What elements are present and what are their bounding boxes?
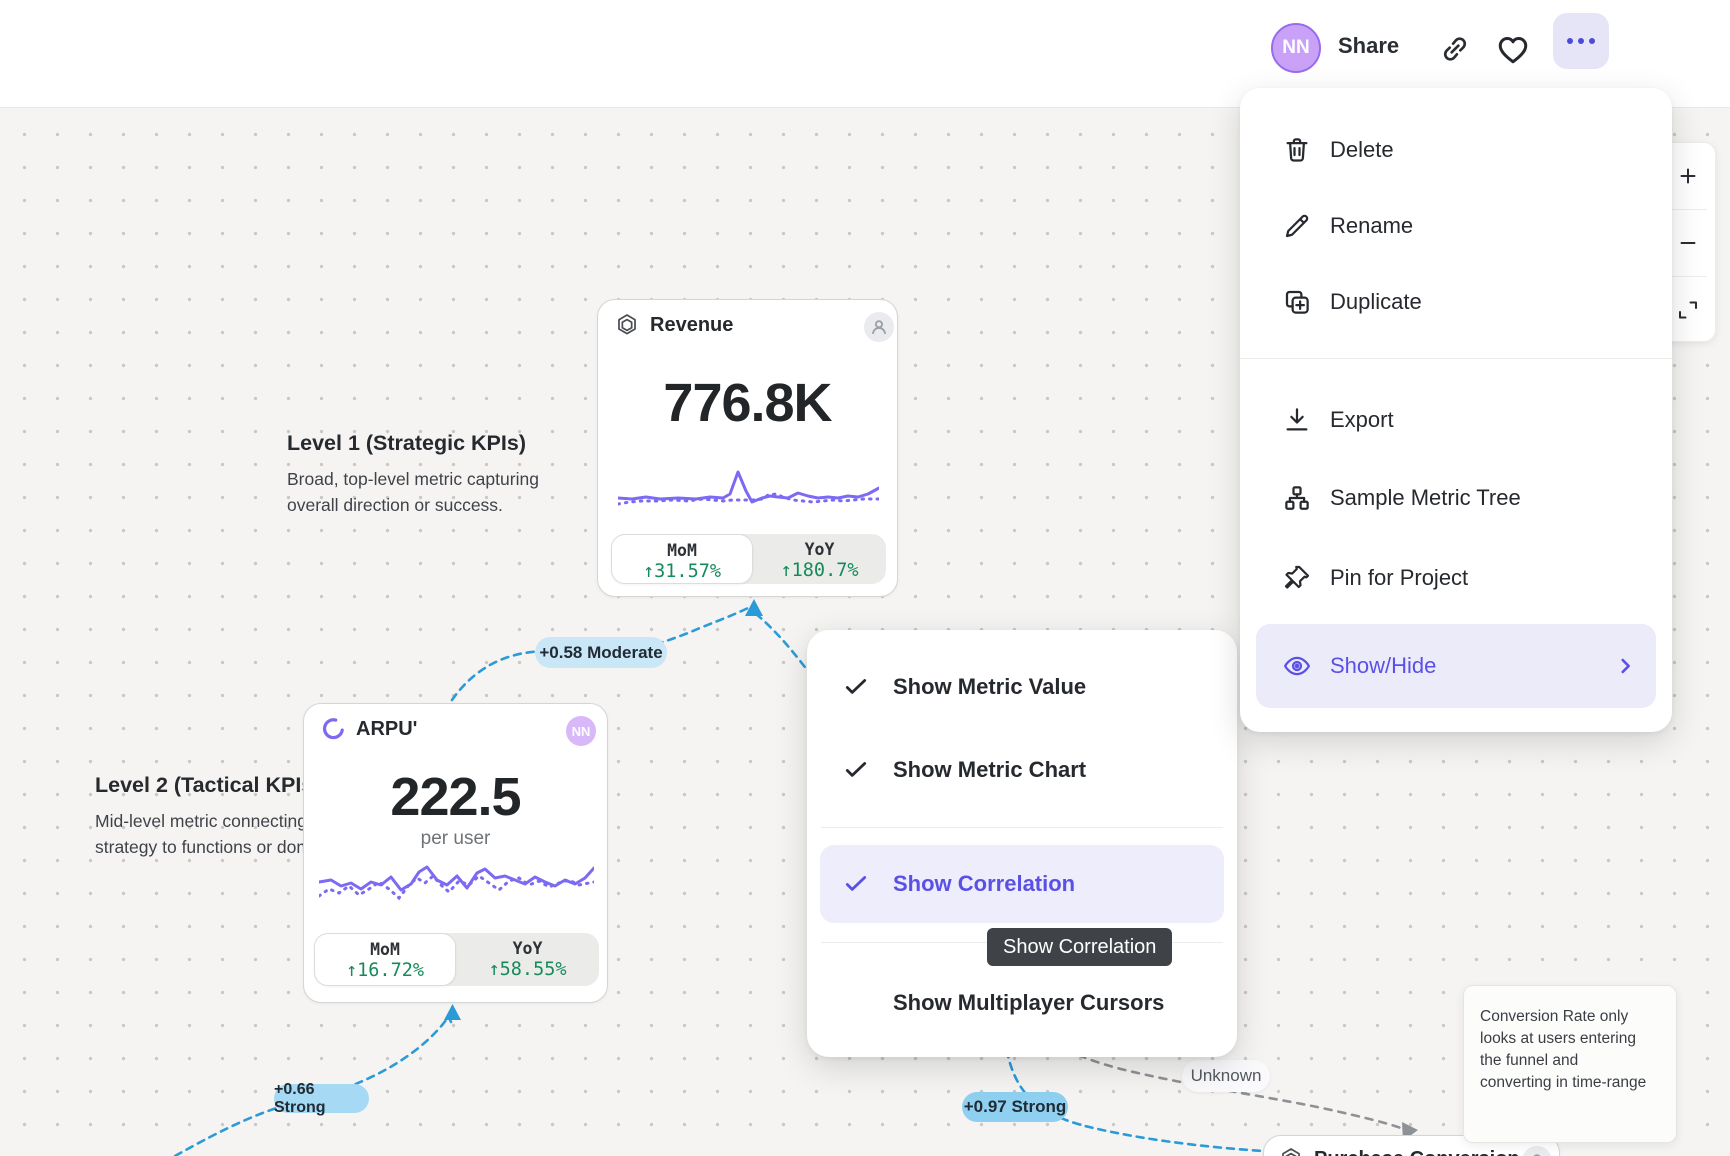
metric-unit: per user — [420, 828, 491, 849]
pushpin-icon — [1282, 563, 1312, 593]
submenu-item-show-metric-chart[interactable]: Show Metric Chart — [807, 733, 1237, 807]
trash-icon — [1282, 135, 1312, 165]
context-menu: Delete Rename Duplicate — [1240, 88, 1672, 732]
note-line1: Conversion Rate only — [1480, 1008, 1629, 1025]
share-button[interactable]: Share — [1338, 33, 1400, 58]
duplicate-icon — [1282, 287, 1312, 317]
level2-title: Level 2 (Tactical KPIs — [95, 773, 314, 797]
minus-icon — [1680, 242, 1696, 244]
plus-icon — [1680, 168, 1696, 184]
yoy-toggle[interactable]: YoY ↑180.7% — [780, 540, 859, 581]
owner-avatar-icon — [1522, 1146, 1552, 1156]
menu-item-delete[interactable]: Delete — [1240, 112, 1672, 188]
metric-value: 776.8K — [663, 373, 832, 433]
submenu-item-show-multiplayer-cursors[interactable]: Show Multiplayer Cursors — [893, 990, 1165, 1015]
menu-item-show-hide[interactable]: Show/Hide — [1256, 624, 1656, 708]
menu-item-sample-metric-tree[interactable]: Sample Metric Tree — [1240, 460, 1672, 536]
correlation-badge-unknown[interactable]: Unknown — [1182, 1060, 1270, 1092]
ellipsis-icon — [1567, 38, 1573, 44]
correlation-badge-strong-1[interactable]: +0.66 Strong — [274, 1081, 369, 1116]
zoom-in-button[interactable] — [1661, 143, 1715, 209]
metric-title: Revenue — [650, 313, 734, 336]
owner-avatar-nn: NN — [566, 716, 596, 746]
metric-title: ARPU' — [356, 717, 418, 740]
metric-hexagon-icon — [614, 312, 640, 338]
menu-item-pin-for-project[interactable]: Pin for Project — [1240, 540, 1672, 616]
fit-view-button[interactable] — [1661, 277, 1715, 343]
check-icon — [843, 871, 869, 897]
eye-icon — [1282, 651, 1312, 681]
menu-item-rename[interactable]: Rename — [1240, 188, 1672, 264]
heart-icon — [1498, 37, 1528, 64]
level2-desc-line1: Mid-level metric connecting — [95, 811, 308, 831]
comment-note[interactable]: Conversion Rate only looks at users ente… — [1463, 985, 1677, 1143]
metric-title: Purchase Conversion R — [1314, 1148, 1540, 1156]
sparkline-chart — [319, 856, 594, 918]
correlation-badge-moderate[interactable]: +0.58 Moderate — [535, 637, 667, 668]
mom-toggle[interactable]: MoM ↑16.72% — [314, 933, 456, 986]
chevron-right-icon — [1614, 655, 1636, 677]
level2-annotation: Level 2 (Tactical KPIs Mid-level metric … — [95, 773, 321, 860]
metric-card-revenue[interactable]: Revenue 776.8K MoM ↑31.57% YoY ↑180.7% — [597, 299, 898, 597]
copy-link-button[interactable] — [1436, 30, 1474, 68]
level1-desc-line2: overall direction or success. — [287, 494, 503, 515]
level2-desc-line2: strategy to functions or doma — [95, 836, 321, 857]
pencil-icon — [1282, 211, 1312, 241]
metric-hexagon-icon — [1278, 1146, 1304, 1156]
note-line3: the funnel and — [1480, 1052, 1579, 1069]
submenu-divider — [821, 827, 1223, 828]
check-icon — [843, 757, 869, 783]
sparkline-chart — [618, 458, 879, 514]
correlation-badge-strong-2[interactable]: +0.97 Strong — [962, 1092, 1068, 1122]
download-icon — [1282, 405, 1312, 435]
favorite-button[interactable] — [1494, 30, 1532, 68]
check-icon — [843, 674, 869, 700]
submenu-item-show-correlation[interactable]: Show Correlation — [820, 845, 1224, 923]
note-line4: converting in time-range — [1480, 1074, 1647, 1091]
submenu-item-show-metric-value[interactable]: Show Metric Value — [807, 650, 1237, 724]
yoy-toggle[interactable]: YoY ↑58.55% — [488, 939, 567, 980]
tree-icon — [1282, 483, 1312, 513]
menu-divider — [1240, 358, 1672, 359]
more-options-button[interactable] — [1553, 13, 1609, 69]
note-line2: looks at users entering — [1480, 1030, 1636, 1047]
menu-item-export[interactable]: Export — [1240, 382, 1672, 458]
crescent-icon — [320, 716, 346, 742]
metric-card-arpu[interactable]: ARPU' NN 222.5 per user MoM ↑16.72% YoY … — [303, 703, 608, 1003]
zoom-out-button[interactable] — [1661, 210, 1715, 276]
metric-value: 222.5 — [390, 767, 521, 827]
level1-annotation: Level 1 (Strategic KPIs) Broad, top-leve… — [287, 431, 539, 518]
show-hide-submenu: Show Metric Value Show Metric Chart Show… — [807, 630, 1237, 1057]
user-avatar[interactable]: NN — [1271, 23, 1321, 73]
menu-item-duplicate[interactable]: Duplicate — [1240, 264, 1672, 340]
level1-desc-line1: Broad, top-level metric capturing — [287, 469, 539, 489]
expand-icon — [1679, 301, 1697, 319]
mom-toggle[interactable]: MoM ↑31.57% — [611, 534, 753, 584]
tooltip: Show Correlation — [987, 928, 1173, 966]
level1-title: Level 1 (Strategic KPIs) — [287, 431, 526, 455]
owner-avatar-icon — [864, 312, 894, 342]
link-icon — [1443, 37, 1467, 61]
